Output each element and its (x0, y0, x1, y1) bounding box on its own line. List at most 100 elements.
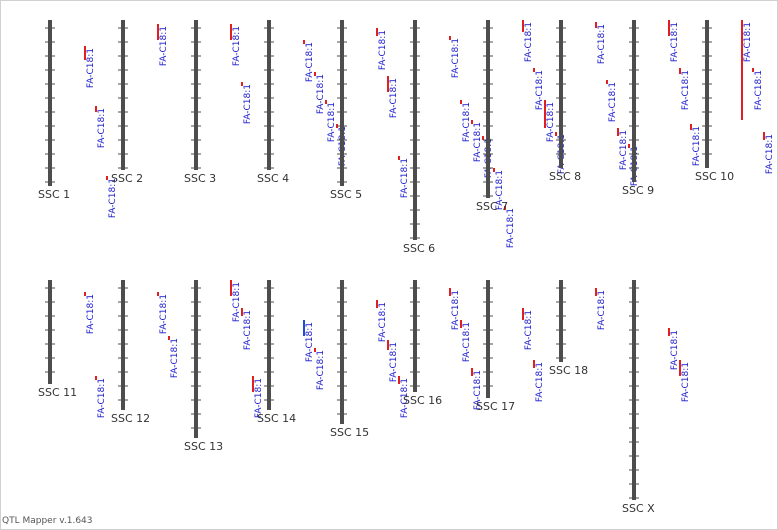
qtl-bar (230, 280, 232, 296)
qtl-label: FA-C18:1 (86, 294, 96, 334)
qtl-label: FA-C18:1 (619, 130, 629, 170)
qtl-bar (668, 328, 670, 336)
qtl-bar (230, 24, 232, 40)
qtl-label: FA-C18:1 (378, 30, 388, 70)
qtl-bar (741, 20, 743, 120)
qtl-bar (314, 348, 316, 352)
chromosome-label: SSC 1 (38, 188, 70, 201)
chromosome-bar (632, 280, 636, 500)
qtl-bar (460, 100, 462, 104)
qtl-label: FA-C18:1 (97, 378, 107, 418)
qtl-bar (252, 376, 254, 392)
qtl-label: FA-C18:1 (462, 102, 472, 142)
qtl-bar (595, 22, 597, 28)
chromosome-label: SSC 17 (476, 400, 515, 413)
qtl-bar (449, 288, 451, 296)
qtl-bar (387, 340, 389, 350)
qtl-label: FA-C18:1 (754, 70, 764, 110)
chromosome-bar (340, 20, 344, 186)
qtl-bar (168, 336, 170, 340)
qtl-label: FA-C18:1 (170, 338, 180, 378)
qtl-label: FA-C18:1 (305, 42, 315, 82)
qtl-bar (493, 168, 495, 172)
qtl-label: FA-C18:1 (86, 48, 96, 88)
qtl-label: FA-C18:1 (97, 108, 107, 148)
qtl-label: FA-C18:1 (305, 322, 315, 362)
chromosome-bar (413, 280, 417, 392)
qtl-label: FA-C18:1 (232, 282, 242, 322)
qtl-label: FA-C18:1 (524, 310, 534, 350)
chromosome-ssc-3: SSC 3 FA-C18:1 FA-C18:1 (184, 20, 253, 185)
chromosome-label: SSC 16 (403, 394, 442, 407)
qtl-label: FA-C18:1 (524, 22, 534, 62)
qtl-bar (398, 156, 400, 160)
qtl-label: FA-C18:1 (681, 70, 691, 110)
qtl-label: FA-C18:1 (692, 126, 702, 166)
qtl-bar (303, 320, 305, 336)
chromosome-label: SSC 2 (111, 172, 143, 185)
chromosome-bar (486, 20, 490, 198)
chromosome-bar (632, 20, 636, 182)
qtl-bar (679, 68, 681, 74)
qtl-label: FA-C18:1 (546, 102, 556, 142)
chromosome-label: SSC 13 (184, 440, 223, 453)
chromosome-bar (413, 20, 417, 240)
chromosome-label: SSC 11 (38, 386, 77, 399)
qtl-bar (95, 376, 97, 380)
qtl-bar (504, 206, 506, 210)
chromosome-ssc-8: SSC 8FA-C18:1FA-C18:1FA-C18:1FA-C18:1 (549, 20, 640, 186)
qtl-bar (482, 136, 484, 140)
qtl-label: FA-C18:1 (400, 378, 410, 418)
qtl-bar (690, 124, 692, 130)
qtl-bar (95, 106, 97, 112)
qtl-bar (398, 376, 400, 384)
qtl-label: FA-C18:1 (743, 22, 753, 62)
qtl-bar (376, 28, 378, 36)
chromosome-bar (121, 20, 125, 170)
chromosome-ssc-1: SSC 1 FA-C18:1 FA-C18:1 FA-C18:1 (38, 20, 118, 218)
chromosome-ssc-5: SSC 5FA-C18:1FA-C18:1FA-C18:1 (330, 20, 410, 201)
qtl-bar (106, 176, 108, 180)
chromosome-label: SSC 14 (257, 412, 296, 425)
qtl-label: FA-C18:1 (473, 370, 483, 410)
chromosome-label: SSC 7 (476, 200, 508, 213)
chromosome-bar (267, 20, 271, 170)
qtl-bar (387, 76, 389, 92)
chromosome-label: SSC 15 (330, 426, 369, 439)
chromosome-ssc-18: SSC 18 FA-C18:1 (549, 280, 607, 377)
qtl-label: FA-C18:1 (327, 102, 337, 142)
qtl-bar (449, 36, 451, 40)
qtl-bar (628, 144, 630, 148)
chromosome-label: SSC X (622, 502, 655, 515)
qtl-bar (668, 20, 670, 36)
chromosome-bar (340, 280, 344, 424)
qtl-bar (763, 132, 765, 140)
chromosome-label: SSC 10 (695, 170, 734, 183)
chromosome-bar (559, 280, 563, 362)
qtl-label: FA-C18:1 (389, 78, 399, 118)
chromosome-bar (559, 20, 563, 168)
qtl-label: FA-C18:1 (765, 134, 775, 174)
chromosome-ssc-4: SSC 4FA-C18:1FA-C18:1FA-C18:1FA-C18:1 (257, 20, 348, 185)
qtl-label: FA-C18:1 (462, 322, 472, 362)
chromosome-ssc-x: SSC X FA-C18:1FA-C18:1 (622, 280, 691, 515)
chromosome-label: SSC 6 (403, 242, 435, 255)
chromosome-bar (486, 280, 490, 398)
qtl-bar (522, 308, 524, 320)
qtl-bar (241, 82, 243, 86)
chromosome-bar (194, 20, 198, 170)
qtl-bar (679, 360, 681, 376)
qtl-label: FA-C18:1 (243, 84, 253, 124)
chromosome-label: SSC 9 (622, 184, 654, 197)
qtl-label: FA-C18:1 (597, 24, 607, 64)
chromosome-bar (194, 280, 198, 438)
qtl-bar (533, 68, 535, 72)
qtl-bar (471, 368, 473, 376)
qtl-label: FA-C18:1 (232, 26, 242, 66)
